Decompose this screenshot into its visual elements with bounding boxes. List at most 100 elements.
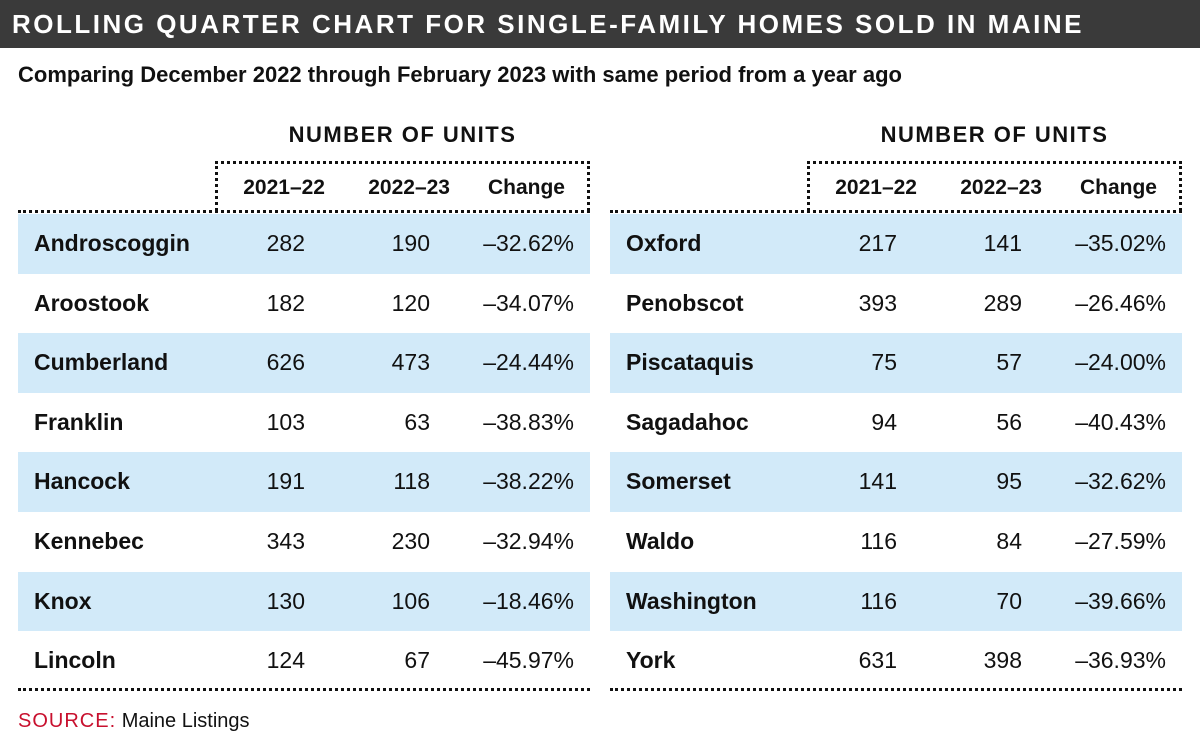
value-2022-23: 95	[996, 468, 1022, 495]
county-name: York	[626, 647, 676, 674]
value-2022-23: 70	[996, 587, 1022, 614]
header-divider	[18, 210, 590, 213]
county-name: Penobscot	[626, 289, 744, 316]
chart-title: ROLLING QUARTER CHART FOR SINGLE-FAMILY …	[12, 9, 1084, 39]
county-name: Hancock	[34, 468, 130, 495]
value-change: –32.94%	[483, 527, 574, 554]
title-bar: ROLLING QUARTER CHART FOR SINGLE-FAMILY …	[0, 0, 1200, 48]
value-2021-22: 116	[860, 587, 897, 614]
value-2022-23: 230	[391, 527, 430, 554]
table-panel-left: NUMBER OF UNITS 2021–22 2022–23 Change A…	[18, 118, 590, 693]
county-name: Knox	[34, 587, 92, 614]
value-2022-23: 289	[983, 289, 1022, 316]
county-name: Aroostook	[34, 289, 149, 316]
value-2021-22: 393	[858, 289, 897, 316]
county-name: Cumberland	[34, 349, 169, 376]
value-2022-23: 141	[983, 230, 1022, 256]
value-2021-22: 124	[266, 647, 305, 674]
table-row: Kennebec 343 230 –32.94%	[18, 512, 590, 572]
value-change: –24.00%	[1075, 349, 1166, 376]
county-name: Somerset	[626, 468, 731, 495]
value-change: –32.62%	[483, 230, 574, 256]
value-2021-22: 130	[266, 587, 305, 614]
value-change: –35.02%	[1075, 230, 1166, 256]
table-row: Cumberland 626 473 –24.44%	[18, 333, 590, 393]
county-name: Lincoln	[34, 647, 116, 674]
value-2021-22: 182	[266, 289, 305, 316]
value-2022-23: 106	[391, 587, 430, 614]
value-2022-23: 57	[996, 349, 1022, 376]
value-2021-22: 75	[871, 349, 897, 376]
value-2021-22: 343	[266, 527, 305, 554]
value-2021-22: 116	[860, 527, 897, 554]
value-2022-23: 63	[404, 408, 430, 435]
group-header: NUMBER OF UNITS	[880, 122, 1109, 147]
table-row: Piscataquis 75 57 –24.00%	[610, 333, 1182, 393]
county-name: Sagadahoc	[626, 408, 749, 435]
value-change: –34.07%	[483, 289, 574, 316]
value-change: –36.93%	[1075, 647, 1166, 674]
value-2022-23: 398	[983, 647, 1022, 674]
table-row: Washington 116 70 –39.66%	[610, 571, 1182, 632]
value-change: –32.62%	[1075, 468, 1166, 495]
value-2021-22: 282	[266, 230, 305, 256]
value-2022-23: 473	[391, 349, 430, 376]
table-row: Aroostook 182 120 –34.07%	[18, 274, 590, 334]
table-panel-right: NUMBER OF UNITS 2021–22 2022–23 Change O…	[610, 118, 1182, 693]
column-header-change: Change	[487, 176, 565, 199]
table-row: Knox 130 106 –18.46%	[18, 571, 590, 632]
chart-subtitle: Comparing December 2022 through February…	[18, 62, 902, 87]
county-name: Waldo	[626, 527, 695, 554]
column-header-2021-22: 2021–22	[243, 176, 325, 199]
value-2022-23: 120	[391, 289, 430, 316]
table-row: Penobscot 393 289 –26.46%	[610, 274, 1182, 334]
table-row: Lincoln 124 67 –45.97%	[18, 631, 590, 691]
county-name: Kennebec	[34, 527, 144, 554]
value-2021-22: 626	[266, 349, 305, 376]
county-name: Washington	[626, 587, 757, 614]
column-header-2022-23: 2022–23	[960, 176, 1042, 199]
value-change: –40.43%	[1075, 408, 1166, 435]
value-change: –24.44%	[483, 349, 574, 376]
column-header-change: Change	[1079, 176, 1157, 199]
value-2021-22: 141	[858, 468, 897, 495]
table-row: York 631 398 –36.93%	[610, 631, 1182, 691]
value-change: –27.59%	[1075, 527, 1166, 554]
column-header-2021-22: 2021–22	[835, 176, 917, 199]
footer-divider	[610, 688, 1182, 691]
table-row: Androscoggin 282 190 –32.62%	[18, 214, 590, 274]
value-change: –38.22%	[483, 468, 574, 495]
value-2022-23: 118	[393, 468, 430, 495]
source-label: SOURCE:	[18, 710, 117, 732]
column-header-box	[807, 161, 1182, 211]
value-change: –26.46%	[1075, 289, 1166, 316]
value-change: –18.46%	[483, 587, 574, 614]
column-header-2022-23: 2022–23	[368, 176, 450, 199]
value-change: –45.97%	[483, 647, 574, 674]
source-text: Maine Listings	[121, 710, 250, 732]
county-name: Oxford	[626, 230, 702, 256]
footer-divider	[18, 688, 590, 691]
column-header-box	[215, 161, 590, 211]
table-row: Somerset 141 95 –32.62%	[610, 452, 1182, 512]
value-2021-22: 631	[858, 647, 897, 674]
value-2021-22: 103	[266, 408, 305, 435]
table-row: Oxford 217 141 –35.02%	[610, 214, 1182, 274]
header-divider	[610, 210, 1182, 213]
source-line: SOURCE: Maine Listings	[18, 710, 250, 733]
value-2022-23: 56	[996, 408, 1022, 435]
table-row: Franklin 103 63 –38.83%	[18, 393, 590, 453]
value-2021-22: 94	[871, 408, 897, 435]
table-row: Hancock 191 118 –38.22%	[18, 452, 590, 512]
value-2022-23: 67	[404, 647, 430, 674]
county-name: Piscataquis	[626, 349, 754, 376]
value-2021-22: 191	[266, 468, 305, 495]
value-2022-23: 190	[391, 230, 430, 256]
county-name: Franklin	[34, 408, 124, 435]
table-row: Waldo 116 84 –27.59%	[610, 512, 1182, 572]
county-name: Androscoggin	[34, 230, 190, 256]
value-2021-22: 217	[858, 230, 897, 256]
group-header: NUMBER OF UNITS	[288, 122, 517, 147]
value-2022-23: 84	[996, 527, 1022, 554]
table-body: Androscoggin 282 190 –32.62% Aroostook 182 120…	[18, 214, 590, 691]
